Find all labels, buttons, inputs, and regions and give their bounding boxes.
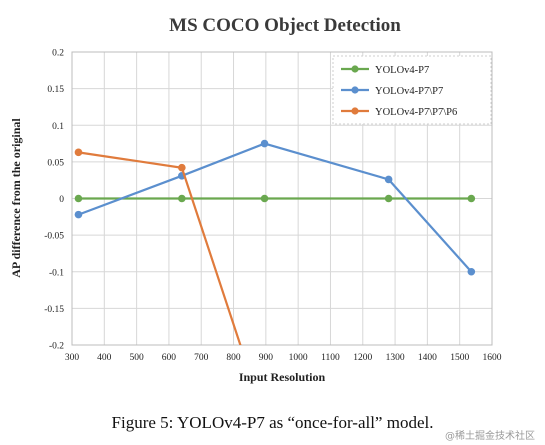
- legend-swatch-marker: [351, 86, 359, 94]
- x-tick-label: 1500: [450, 353, 469, 363]
- data-point: [74, 148, 83, 157]
- data-point: [384, 175, 393, 184]
- x-tick-label: 1600: [483, 353, 502, 363]
- data-point: [260, 194, 269, 203]
- x-tick-label: 300: [65, 353, 80, 363]
- x-ticks: 300 400 500 600 700 800 900 1000 1100 1200 1300 140…: [65, 353, 502, 363]
- legend-label: YOLOv4-P7: [375, 65, 429, 76]
- series-group: [74, 139, 476, 345]
- watermark: @稀土掘金技术社区: [445, 431, 535, 442]
- data-point: [467, 194, 476, 203]
- legend: YOLOv4-P7 YOLOv4-P7\P7 YOLOv4-P7\P7\P6: [332, 55, 492, 125]
- data-point: [74, 210, 83, 219]
- y-tick-label: -0.1: [49, 268, 64, 278]
- data-point: [178, 194, 186, 203]
- x-tick-label: 1400: [418, 353, 437, 363]
- y-tick-label: 0: [59, 195, 64, 205]
- data-point: [74, 194, 83, 203]
- y-tick-label: 0.2: [52, 49, 64, 59]
- legend-label: YOLOv4-P7\P7\P6: [375, 107, 457, 118]
- axes: [71, 51, 493, 346]
- series-2: [74, 139, 476, 276]
- x-tick-label: 1300: [386, 353, 405, 363]
- plot-border: [71, 51, 493, 346]
- x-tick-label: 1100: [321, 353, 340, 363]
- y-tick-label: -0.15: [44, 305, 64, 315]
- y-tick-label: 0.1: [52, 122, 64, 132]
- series-3: [74, 148, 242, 345]
- x-tick-label: 800: [226, 353, 241, 363]
- data-point: [384, 194, 393, 203]
- legend-label: YOLOv4-P7\P7: [375, 86, 443, 97]
- legend-swatch-marker: [351, 107, 359, 115]
- x-tick-label: 400: [97, 353, 112, 363]
- chart-svg: MS COCO Object Detection 300 400 500 600 700…: [9, 15, 502, 384]
- x-tick-label: 1000: [289, 353, 308, 363]
- y-tick-label: -0.2: [49, 342, 64, 352]
- y-ticks: 0.2 0.15 0.1 0.05 0 -0.05 -0.1 -0.15 -0.2: [44, 49, 64, 352]
- y-axis-label: AP difference from the original: [9, 118, 23, 278]
- series-1: [74, 194, 476, 203]
- x-tick-label: 500: [129, 353, 144, 363]
- figure-caption: Figure 5: YOLOv4-P7 as “once-for-all” mo…: [111, 413, 434, 432]
- y-tick-label: -0.05: [44, 232, 64, 242]
- data-point: [178, 163, 186, 172]
- data-point: [467, 267, 476, 276]
- x-tick-label: 600: [162, 353, 177, 363]
- data-point: [260, 139, 269, 148]
- x-tick-label: 1200: [353, 353, 372, 363]
- x-tick-label: 700: [194, 353, 209, 363]
- legend-swatch-marker: [351, 65, 359, 73]
- x-tick-label: 900: [259, 353, 274, 363]
- y-tick-label: 0.05: [47, 158, 64, 168]
- y-tick-label: 0.15: [47, 85, 64, 95]
- x-axis-label: Input Resolution: [239, 370, 326, 384]
- chart-title: MS COCO Object Detection: [169, 15, 401, 36]
